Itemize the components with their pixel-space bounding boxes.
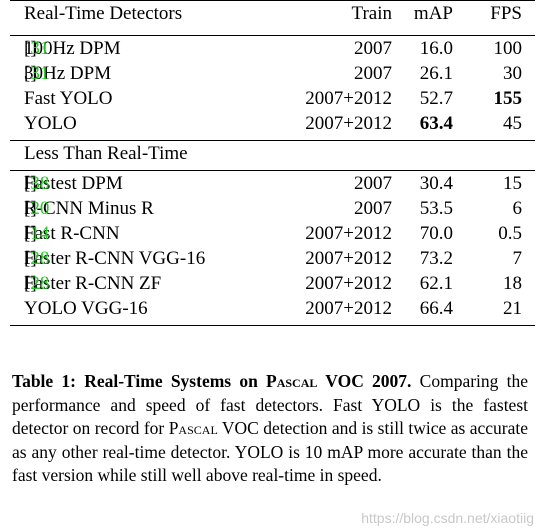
map-cell: 62.1 bbox=[419, 273, 453, 294]
realtime-section: 100Hz DPM [31] 2007 16.0 100 30Hz DPM [31] 20… bbox=[10, 36, 535, 136]
train-cell: 2007 bbox=[354, 63, 392, 84]
method-name-cell: Fast R-CNN [14] bbox=[24, 223, 120, 244]
citation-link[interactable]: 31 bbox=[30, 38, 50, 59]
section2-rule bbox=[10, 170, 535, 171]
method-name-cell: Faster R-CNN ZF [28] bbox=[24, 273, 162, 294]
train-cell: 2007+2012 bbox=[305, 223, 392, 244]
train-cell: 2007 bbox=[354, 38, 392, 59]
map-cell: 16.0 bbox=[419, 38, 453, 59]
table-row: YOLO VGG-16 2007+2012 66.4 21 bbox=[10, 296, 535, 321]
map-cell: 70.0 bbox=[419, 223, 453, 244]
method-name: Faster R-CNN VGG-16 bbox=[24, 248, 206, 269]
train-cell: 2007+2012 bbox=[305, 298, 392, 319]
watermark: https://blog.csdn.net/xiaotiig bbox=[361, 510, 534, 526]
method-name-cell: R-CNN Minus R [20] bbox=[24, 198, 154, 219]
method-name: Fast R-CNN bbox=[24, 223, 120, 244]
method-name: 100Hz DPM bbox=[24, 38, 121, 59]
method-name-cell: Fastest DPM [38] bbox=[24, 173, 123, 194]
table-row: R-CNN Minus R [20] 2007 53.5 6 bbox=[10, 196, 535, 221]
map-cell: 52.7 bbox=[419, 88, 453, 109]
train-cell: 2007+2012 bbox=[305, 88, 392, 109]
caption-title-post: VOC 2007. bbox=[317, 371, 412, 391]
map-cell: 73.2 bbox=[419, 248, 453, 269]
map-cell: 26.1 bbox=[419, 63, 453, 84]
fps-cell: 15 bbox=[503, 173, 522, 194]
train-cell: 2007 bbox=[354, 198, 392, 219]
citation-link[interactable]: 20 bbox=[30, 198, 50, 219]
map-cell: 30.4 bbox=[419, 173, 453, 194]
map-cell: 53.5 bbox=[419, 198, 453, 219]
fps-cell: 0.5 bbox=[498, 223, 522, 244]
results-table: Real-Time Detectors Train mAP FPS 100Hz … bbox=[10, 0, 535, 326]
slow-section: Fastest DPM [38] 2007 30.4 15 R-CNN Minus R … bbox=[10, 171, 535, 321]
column-header-train: Train bbox=[351, 3, 392, 24]
train-cell: 2007+2012 bbox=[305, 273, 392, 294]
train-cell: 2007+2012 bbox=[305, 113, 392, 134]
train-cell: 2007+2012 bbox=[305, 248, 392, 269]
fps-cell: 45 bbox=[503, 113, 522, 134]
table-row: Faster R-CNN VGG-16[28] 2007+2012 73.2 7 bbox=[10, 246, 535, 271]
table-row: Fast YOLO 2007+2012 52.7 155 bbox=[10, 86, 535, 111]
caption-body-part2: VOC detection and is still twice as accu… bbox=[12, 418, 528, 485]
section-title-realtime: Real-Time Detectors bbox=[24, 3, 183, 24]
table-row: Fast R-CNN [14] 2007+2012 70.0 0.5 bbox=[10, 221, 535, 246]
table-caption: Table 1: Real-Time Systems on Pascal VOC… bbox=[12, 370, 528, 488]
caption-title-smallcaps: Pascal bbox=[266, 371, 318, 391]
method-name-cell: 30Hz DPM [31] bbox=[24, 63, 112, 84]
method-name: Fastest DPM bbox=[24, 173, 123, 194]
table-row: YOLO 2007+2012 63.4 45 bbox=[10, 111, 535, 136]
fps-cell: 30 bbox=[503, 63, 522, 84]
method-name: Fast YOLO bbox=[24, 88, 113, 109]
train-cell: 2007 bbox=[354, 173, 392, 194]
table-top-rule bbox=[10, 0, 535, 1]
map-cell: 66.4 bbox=[419, 298, 453, 319]
caption-title-pre: Real-Time Systems on bbox=[75, 371, 267, 391]
table-row: 100Hz DPM [31] 2007 16.0 100 bbox=[10, 36, 535, 61]
column-header-fps: FPS bbox=[490, 3, 522, 24]
fps-cell: 18 bbox=[503, 273, 522, 294]
citation-link[interactable]: 28 bbox=[30, 248, 50, 269]
method-name: YOLO bbox=[24, 113, 77, 134]
method-name: 30Hz DPM bbox=[24, 63, 112, 84]
section-rule bbox=[10, 140, 535, 141]
method-name: YOLO VGG-16 bbox=[24, 298, 148, 319]
citation-link[interactable]: 28 bbox=[30, 273, 50, 294]
fps-cell: 6 bbox=[512, 198, 523, 219]
column-header-map: mAP bbox=[413, 3, 453, 24]
caption-label: Table 1: bbox=[12, 371, 76, 391]
caption-body-part1: Comparing the performance and speed of f… bbox=[12, 371, 528, 438]
section-title-slow: Less Than Real-Time bbox=[24, 143, 188, 164]
table-row: 30Hz DPM [31] 2007 26.1 30 bbox=[10, 61, 535, 86]
method-name-cell: Faster R-CNN VGG-16[28] bbox=[24, 248, 206, 269]
method-name-cell: 100Hz DPM [31] bbox=[24, 38, 121, 59]
table-header-row: Real-Time Detectors Train mAP FPS bbox=[10, 1, 535, 35]
fps-cell: 100 bbox=[493, 38, 523, 59]
fps-cell: 21 bbox=[503, 298, 522, 319]
section2-row: Less Than Real-Time bbox=[10, 141, 535, 170]
map-cell: 63.4 bbox=[419, 113, 453, 134]
table-bottom-rule bbox=[10, 325, 535, 326]
header-rule bbox=[10, 35, 535, 36]
citation-link[interactable]: 14 bbox=[30, 223, 50, 244]
caption-title: Real-Time Systems on Pascal VOC 2007. bbox=[76, 371, 411, 391]
table-row: Faster R-CNN ZF [28] 2007+2012 62.1 18 bbox=[10, 271, 535, 296]
caption-body-smallcaps: Pascal bbox=[168, 418, 218, 438]
fps-cell: 7 bbox=[512, 248, 523, 269]
citation-link[interactable]: 38 bbox=[30, 173, 50, 194]
table-row: Fastest DPM [38] 2007 30.4 15 bbox=[10, 171, 535, 196]
method-name: Faster R-CNN ZF bbox=[24, 273, 162, 294]
method-name: R-CNN Minus R bbox=[24, 198, 154, 219]
citation-link[interactable]: 31 bbox=[30, 63, 50, 84]
fps-cell: 155 bbox=[493, 88, 523, 109]
